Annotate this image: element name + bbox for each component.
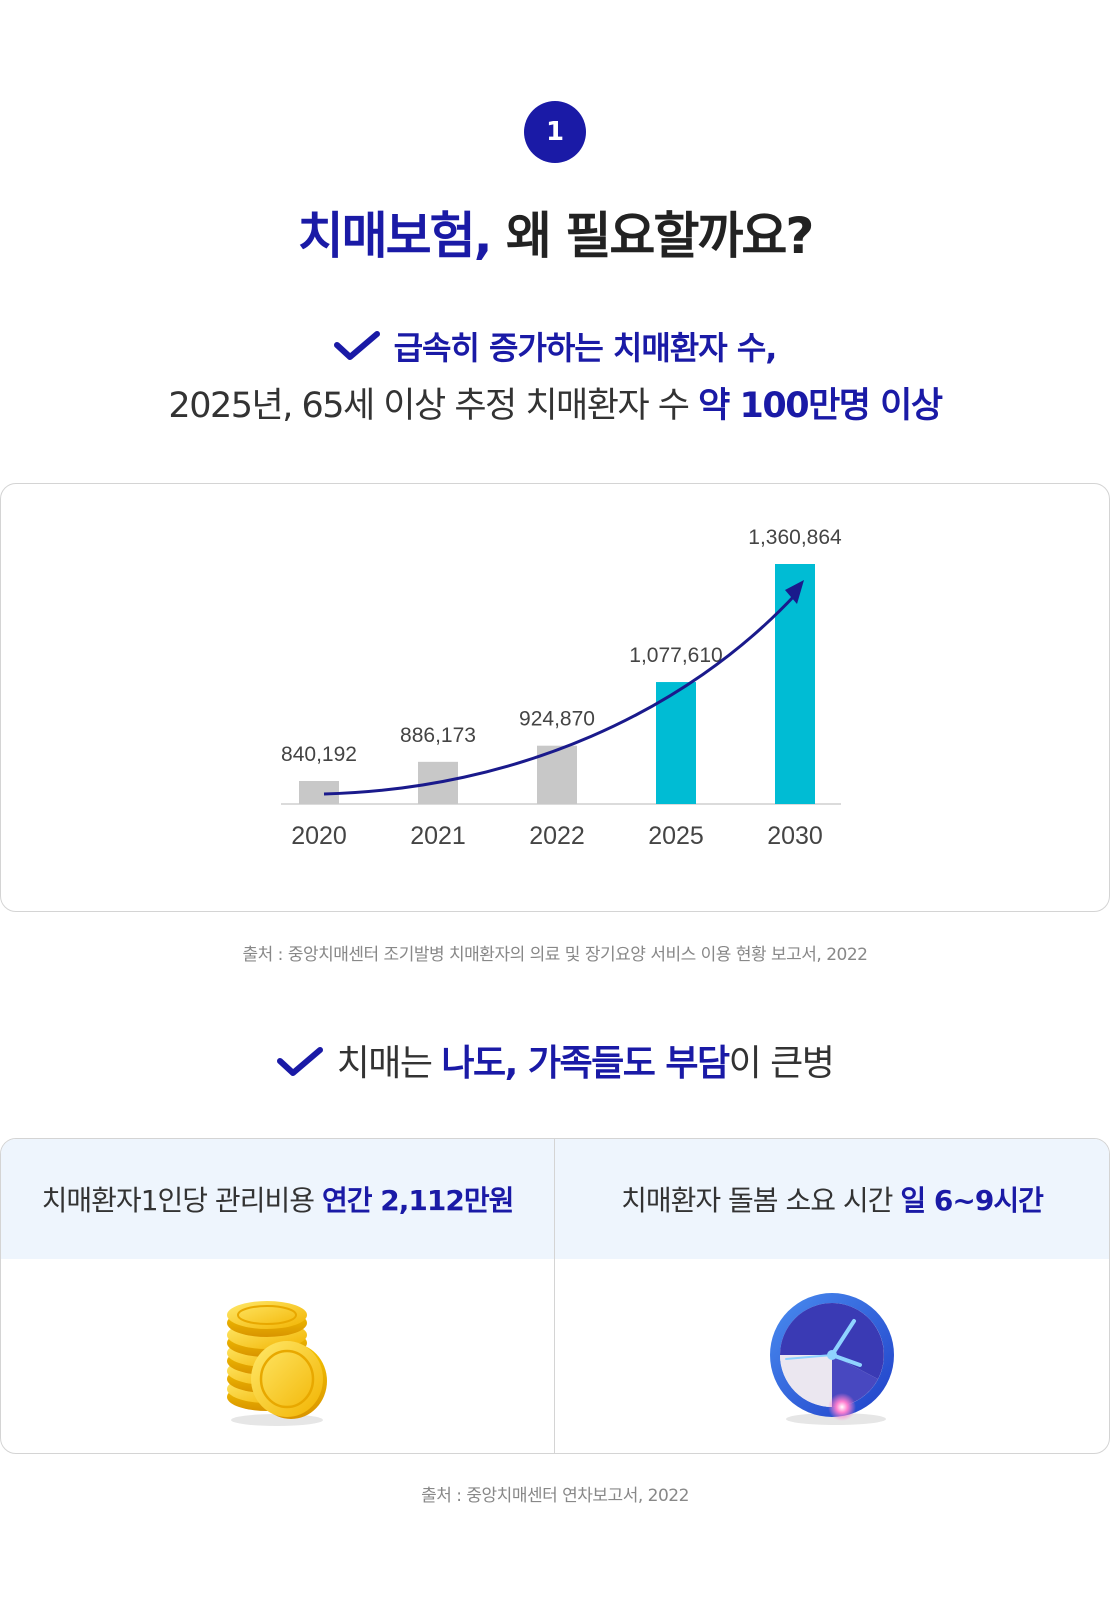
section2-headline-a: 치매는 — [336, 1043, 433, 1084]
care-time-card-label: 치매환자 돌봄 소요 시간 — [621, 1184, 893, 1217]
source-note-cards: 출처 : 중앙치매센터 연차보고서, 2022 — [421, 1486, 689, 1506]
page-title-highlight: 치매보험, — [297, 207, 493, 265]
cost-card-header: 치매환자1인당 관리비용 연간 2,112만원 — [1, 1139, 554, 1259]
checkmark-icon — [333, 331, 380, 369]
clock-icon — [770, 1293, 894, 1425]
source-note-chart: 출처 : 중앙치매센터 조기발병 치매환자의 의료 및 장기요양 서비스 이용 … — [242, 945, 869, 965]
dementia-patient-chart: 840,192 2020 886,173 2021 924,870 2022 1,077,6… — [281, 526, 842, 850]
care-time-card: 치매환자 돌봄 소요 시간 일 6~9시간 — [555, 1139, 1109, 1453]
chart-bar — [299, 780, 339, 804]
page-title-rest: 왜 필요할까요? — [506, 207, 814, 265]
section1-headline: 급속히 증가하는 치매환자 수, — [0, 323, 1110, 369]
section1-subline-highlight: 약 100만명 이상 — [698, 386, 943, 426]
chart-card: 840,192 2020 886,173 2021 924,870 2022 1,077,6… — [0, 483, 1110, 912]
care-time-card-highlight: 일 6~9시간 — [900, 1184, 1043, 1217]
section2-headline-b: 나도, 가족들도 부담 — [441, 1043, 730, 1084]
section2-headline-c: 이 큰병 — [728, 1043, 835, 1084]
cost-card: 치매환자1인당 관리비용 연간 2,112만원 — [1, 1139, 555, 1453]
chart-bar — [775, 564, 815, 804]
chart-value-label: 1,360,864 — [748, 526, 842, 549]
chart-value-label: 1,077,610 — [629, 644, 722, 667]
chart-value-label: 886,173 — [400, 724, 476, 747]
chart-category-label: 2025 — [648, 822, 704, 850]
chart-trend-line — [323, 592, 798, 796]
section1-headline-text: 급속히 증가하는 치매환자 수, — [393, 329, 778, 367]
chart-trend-arrowhead — [785, 580, 804, 604]
cost-card-highlight: 연간 2,112만원 — [321, 1184, 514, 1217]
chart-category-label: 2030 — [767, 822, 823, 850]
chart-bar — [656, 682, 696, 804]
burden-cards: 치매환자1인당 관리비용 연간 2,112만원 — [0, 1138, 1110, 1454]
step-number-badge: 1 — [524, 101, 586, 163]
chart-value-label: 840,192 — [281, 743, 357, 766]
chart-category-label: 2021 — [410, 822, 466, 850]
care-time-card-header: 치매환자 돌봄 소요 시간 일 6~9시간 — [555, 1139, 1109, 1259]
section2-headline: 치매는 나도, 가족들도 부담이 큰병 — [0, 1034, 1110, 1086]
gold-coins-icon — [226, 1301, 327, 1426]
chart-category-label: 2020 — [291, 822, 347, 850]
chart-value-label: 924,870 — [519, 708, 595, 731]
chart-category-label: 2022 — [529, 822, 585, 850]
section1-subline-normal: 2025년, 65세 이상 추정 치매환자 수 — [168, 386, 690, 426]
page-title: 치매보험, 왜 필요할까요? — [0, 196, 1110, 268]
checkmark-icon — [276, 1045, 323, 1086]
cost-card-label: 치매환자1인당 관리비용 — [41, 1184, 315, 1217]
section1-subline: 2025년, 65세 이상 추정 치매환자 수 약 100만명 이상 — [0, 377, 1110, 428]
